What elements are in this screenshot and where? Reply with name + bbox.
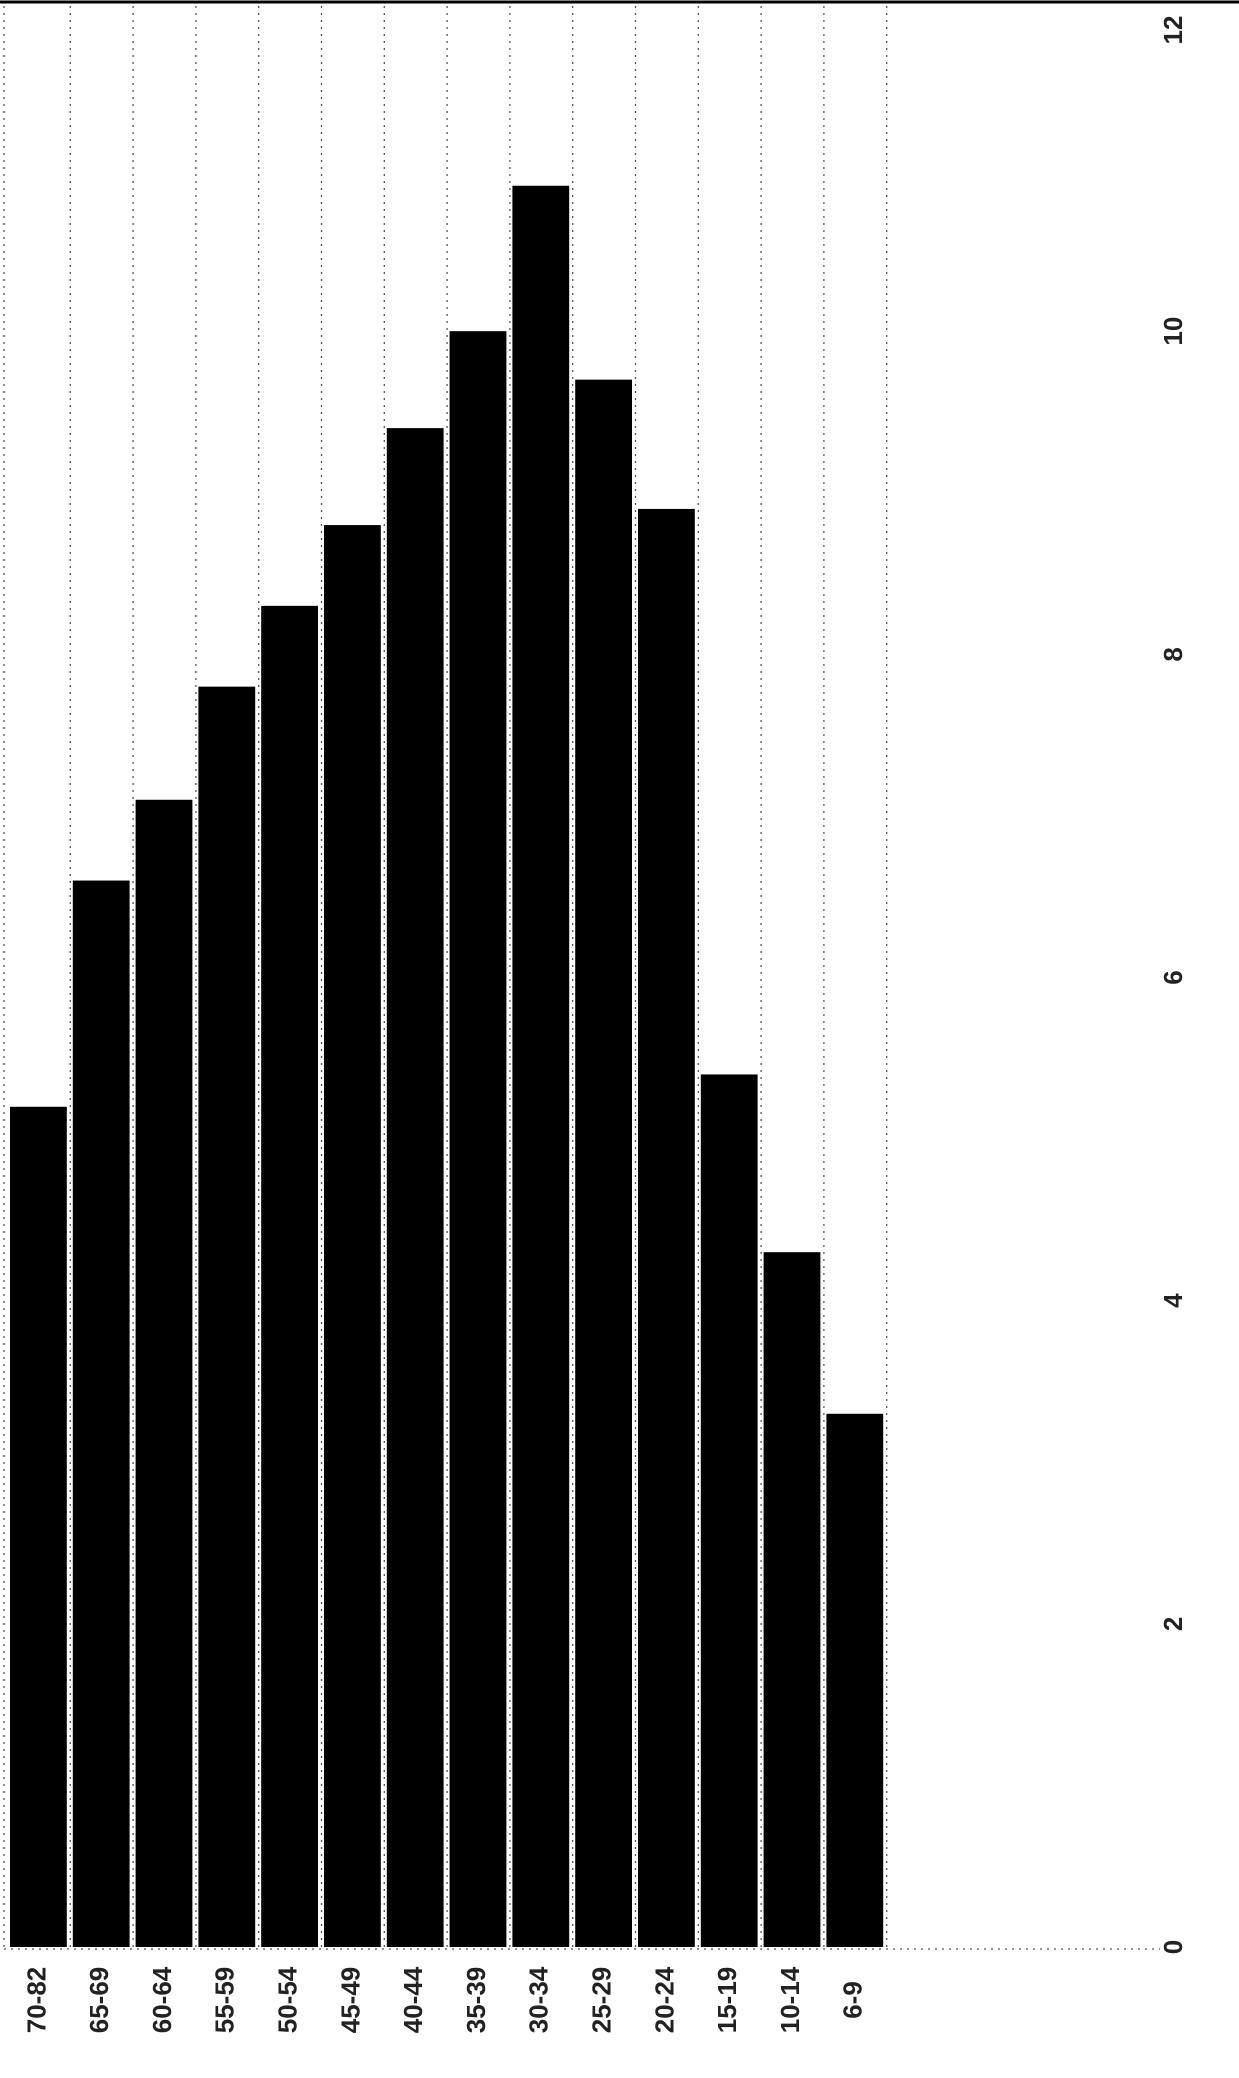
category-label: 30-34: [524, 1966, 554, 2033]
category-label: 20-24: [649, 1966, 679, 2033]
category-label: 55-59: [210, 1967, 240, 2034]
tick-label: 12: [1158, 16, 1188, 45]
bars: [10, 185, 884, 1948]
value-tick-labels: 0 2 4 6 8 10 12: [1158, 16, 1188, 1955]
category-label: 10-14: [775, 1966, 805, 2033]
category-label: 15-19: [712, 1967, 742, 2034]
category-label: 45-49: [335, 1967, 365, 2034]
category-label: 60-64: [147, 1966, 177, 2033]
bar-15-19: [700, 1074, 758, 1947]
bar-60-64: [135, 799, 193, 1948]
bar-30-34: [512, 185, 570, 1947]
category-label: 65-69: [84, 1967, 114, 2034]
bar-70-82: [10, 1106, 67, 1947]
bar-20-24: [638, 508, 695, 1947]
tick-label: 4: [1158, 1293, 1188, 1308]
bar-50-54: [261, 605, 318, 1947]
category-label: 40-44: [398, 1966, 428, 2033]
bar-35-39: [449, 331, 507, 1948]
tick-label: 10: [1158, 317, 1188, 346]
category-label: 35-39: [461, 1967, 491, 2034]
category-label: 25-29: [586, 1967, 616, 2034]
category-label: 50-54: [272, 1966, 302, 2033]
tick-label: 0: [1158, 1940, 1188, 1954]
tick-label: 8: [1158, 647, 1188, 661]
bar-45-49: [324, 525, 381, 1947]
category-label: 70-82: [21, 1967, 51, 2034]
grid-lines: [3, 6, 1160, 1950]
bar-6-9: [826, 1413, 884, 1947]
category-label: 6-9: [838, 1981, 868, 2019]
bar-25-29: [575, 379, 632, 1948]
bar-40-44: [386, 428, 444, 1947]
category-labels: 70-82 65-69 60-64 55-59 50-54 45-49 40-44 35-39…: [21, 1966, 867, 2033]
bar-55-59: [198, 686, 256, 1947]
tick-label: 2: [1158, 1617, 1188, 1631]
bar-65-69: [72, 880, 130, 1947]
bar-10-14: [763, 1252, 821, 1947]
tick-label: 6: [1158, 970, 1188, 984]
